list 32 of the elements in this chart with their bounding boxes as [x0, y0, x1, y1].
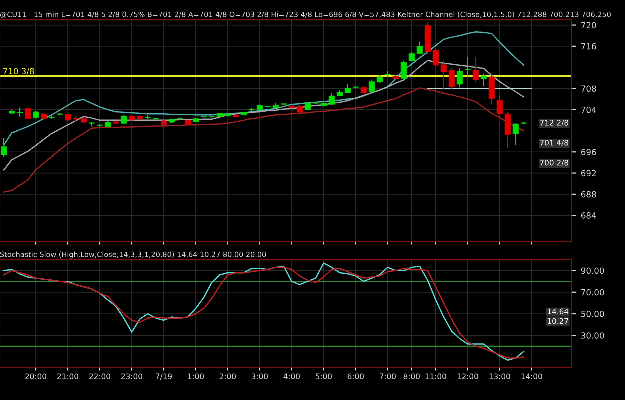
- y-tick-label: 708: [582, 86, 596, 92]
- candlestick: [504, 111, 511, 149]
- y-tick-label: 684: [581, 212, 596, 219]
- candlestick: [480, 73, 487, 88]
- candlestick: [368, 79, 375, 93]
- y-tick-label: 30.00: [582, 332, 604, 339]
- candlestick: [416, 41, 423, 55]
- candlestick: [488, 73, 495, 106]
- candlestick: [440, 60, 447, 90]
- candlestick: [512, 122, 519, 146]
- y-tick-label: 688: [581, 191, 596, 198]
- y-tick-label: 696: [581, 149, 596, 156]
- candlestick: [408, 52, 415, 62]
- y-tick-label: 704: [582, 106, 596, 114]
- line-series: [3, 88, 525, 193]
- candlestick: [24, 107, 32, 120]
- y-tick-label: 70.00: [582, 289, 604, 296]
- y-tick-label: 90.00: [581, 268, 604, 274]
- candlestick: [448, 68, 455, 91]
- candlestick: [472, 56, 479, 82]
- candlestick: [456, 68, 463, 88]
- candlestick: [400, 60, 407, 80]
- line-series: [3, 32, 525, 146]
- y-tick-label: 692: [581, 170, 596, 177]
- candlestick: [432, 47, 439, 68]
- candlestick: [496, 95, 503, 118]
- y-tick-label: 716: [582, 43, 596, 50]
- candlestick: [464, 56, 471, 78]
- y-tick-label: 720: [582, 22, 596, 29]
- y-tick-label: 50.00: [582, 310, 604, 318]
- ref-line-label: 710 3/8: [4, 68, 34, 76]
- candlestick: [0, 138, 8, 158]
